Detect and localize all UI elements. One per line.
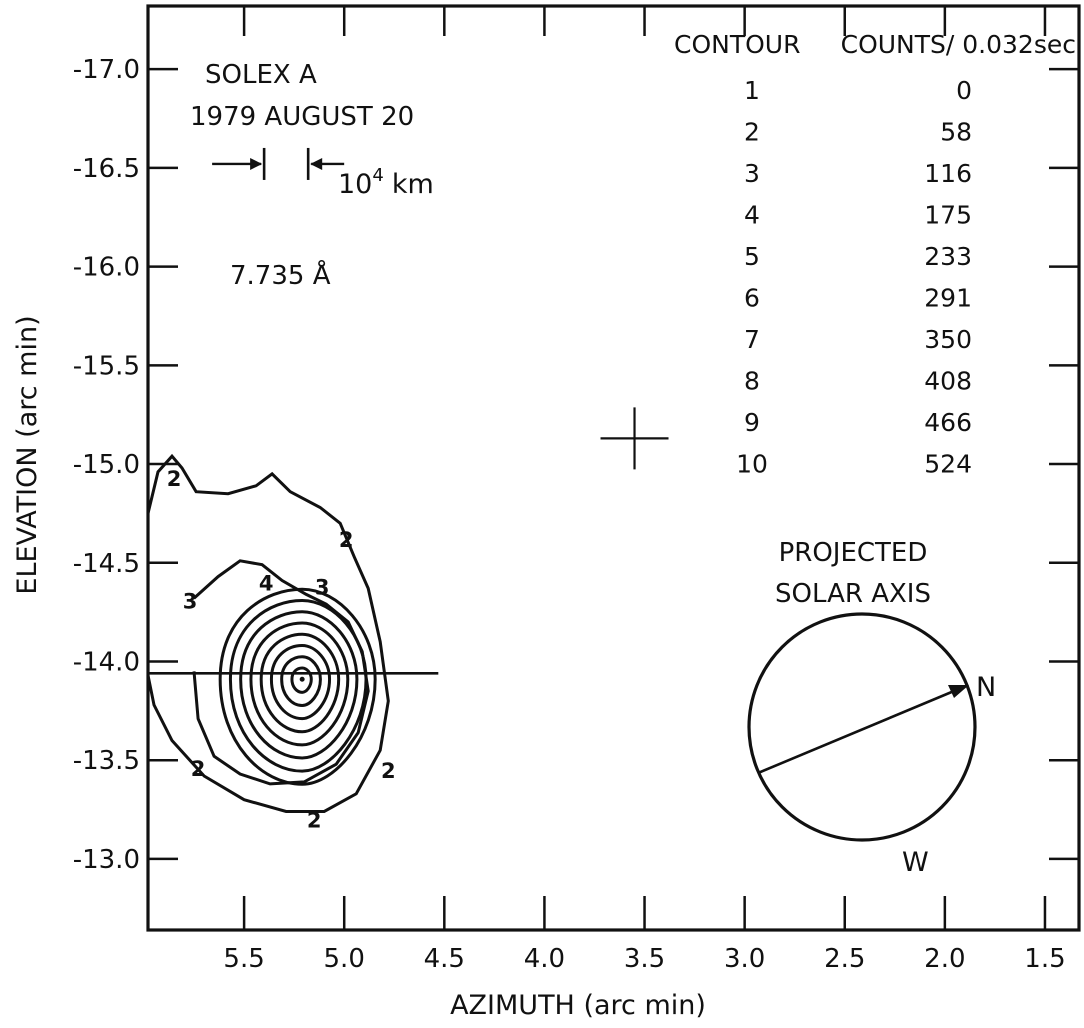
table-counts-value: 58: [940, 118, 972, 147]
table-contour-number: 2: [744, 118, 760, 147]
table-contour-number: 7: [744, 325, 760, 354]
x-tick-label: 3.5: [624, 944, 665, 974]
solar-axis-arrowhead: [948, 685, 969, 698]
contour-label: 2: [167, 467, 182, 491]
table-counts-value: 291: [924, 284, 972, 313]
scale-bar: 104 km: [212, 148, 434, 200]
solar-axis-title-2: SOLAR AXIS: [775, 579, 931, 609]
table-contour-number: 5: [744, 242, 760, 271]
solar-disk-circle: [749, 614, 975, 840]
wavelength-label: 7.735 Å: [230, 259, 331, 291]
y-tick-label: -15.0: [73, 450, 140, 480]
date-label: 1979 AUGUST 20: [190, 102, 414, 132]
y-tick-label: -16.0: [73, 253, 140, 283]
x-tick-label: 2.5: [824, 944, 865, 974]
table-contour-number: 9: [744, 408, 760, 437]
x-tick-label: 3.0: [724, 944, 765, 974]
scale-bar-left-arrowhead: [250, 158, 262, 170]
table-contour-number: 8: [744, 367, 760, 396]
solar-axis-arrow-shaft: [758, 686, 966, 773]
y-tick-label: -16.5: [73, 154, 140, 184]
table-header-counts: COUNTS/ 0.032sec: [841, 30, 1076, 59]
table-header-contour: CONTOUR: [674, 30, 800, 59]
x-tick-label: 4.0: [524, 944, 565, 974]
contour-level-4: [220, 589, 375, 784]
scale-bar-label: 104 km: [338, 165, 434, 200]
y-tick-label: -13.5: [73, 746, 140, 776]
table-counts-value: 350: [924, 325, 972, 354]
table-counts-value: 0: [956, 76, 972, 105]
x-axis-label: AZIMUTH (arc min): [450, 990, 706, 1021]
contour-label: 2: [307, 808, 322, 832]
contour-label: 3: [315, 575, 330, 599]
north-label: N: [976, 672, 996, 703]
solar-axis-title-1: PROJECTED: [779, 538, 928, 568]
table-counts-value: 116: [924, 159, 972, 188]
axes-group: 5.5 5.0 4.5 4.0 3.5 3.0 2.5 2.0 1.5 -17.0 -16.5 -16…: [73, 6, 1079, 974]
contour-label: 2: [191, 757, 206, 781]
x-tick-label: 4.5: [424, 944, 465, 974]
peak-dot: [300, 677, 305, 682]
scale-bar-unit: km: [392, 169, 434, 200]
contour-label: 2: [339, 528, 354, 552]
contour-label: 4: [259, 572, 274, 596]
table-contour-number: 6: [744, 284, 760, 313]
table-counts-value: 524: [924, 450, 972, 479]
west-label: W: [902, 847, 929, 878]
table-contour-number: 3: [744, 159, 760, 188]
x-tick-label: 5.5: [223, 944, 264, 974]
solar-axis-diagram: N W: [749, 614, 996, 878]
x-tick-label: 2.0: [924, 944, 965, 974]
y-tick-label: -14.5: [73, 549, 140, 579]
table-counts-value: 466: [924, 408, 972, 437]
y-axis-label: ELEVATION (arc min): [12, 315, 43, 594]
x-tick-label: 5.0: [324, 944, 365, 974]
table-counts-value: 408: [924, 367, 972, 396]
table-counts-value: 233: [924, 242, 972, 271]
table-contour-number: 10: [736, 450, 768, 479]
scale-bar-right-arrowhead: [310, 158, 322, 170]
scale-bar-number: 10: [338, 169, 372, 200]
contour-level-7: [251, 623, 348, 745]
y-tick-label: -17.0: [73, 55, 140, 85]
y-tick-label: -13.0: [73, 845, 140, 875]
y-tick-label: -15.5: [73, 351, 140, 381]
scale-bar-exponent: 4: [372, 165, 383, 186]
contour-label: 3: [183, 589, 198, 613]
table-counts-value: 175: [924, 201, 972, 230]
x-tick-label: 1.5: [1024, 944, 1065, 974]
contour-label: 2: [381, 759, 396, 783]
table-contour-number: 1: [744, 76, 760, 105]
instrument-label: SOLEX A: [205, 60, 317, 90]
table-contour-number: 4: [744, 201, 760, 230]
y-tick-label: -14.0: [73, 647, 140, 677]
